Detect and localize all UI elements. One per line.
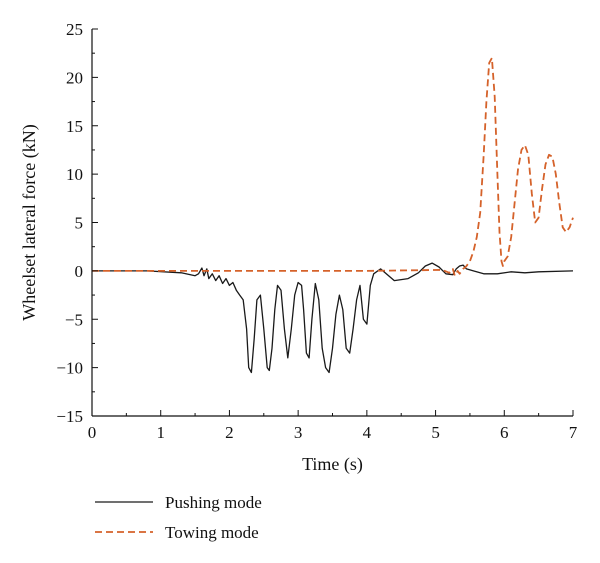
x-tick-label: 0 (88, 423, 97, 442)
y-tick-label: 0 (75, 262, 84, 281)
x-tick-label: 4 (363, 423, 372, 442)
y-tick-label: −10 (56, 359, 83, 378)
y-tick-label: 25 (66, 20, 83, 39)
y-tick-label: 20 (66, 68, 83, 87)
y-tick-label: 5 (75, 214, 84, 233)
x-axis-label: Time (s) (302, 454, 363, 475)
x-tick-label: 6 (500, 423, 509, 442)
y-tick-label: −5 (65, 310, 83, 329)
series-layer (92, 57, 574, 374)
x-tick-label: 1 (156, 423, 165, 442)
axes (91, 29, 573, 417)
x-tick-label: 5 (431, 423, 440, 442)
y-tick-label: 10 (66, 165, 83, 184)
x-tick-label: 2 (225, 423, 234, 442)
x-tick-label: 7 (569, 423, 578, 442)
series-line-pushing-mode (92, 262, 574, 374)
series-line-towing-mode (92, 57, 574, 277)
y-axis-label: Wheelset lateral force (kN) (19, 124, 40, 320)
y-tick-label: −15 (56, 407, 83, 426)
legend: Pushing mode Towing mode (95, 493, 262, 542)
y-tick-label: 15 (66, 117, 83, 136)
x-tick-label: 3 (294, 423, 303, 442)
ticks: 0 1 2 3 4 5 6 7 −15 −10 −5 0 5 10 15 20 25 (56, 20, 577, 442)
legend-label-towing-mode: Towing mode (165, 523, 259, 542)
legend-label-pushing-mode: Pushing mode (165, 493, 262, 512)
